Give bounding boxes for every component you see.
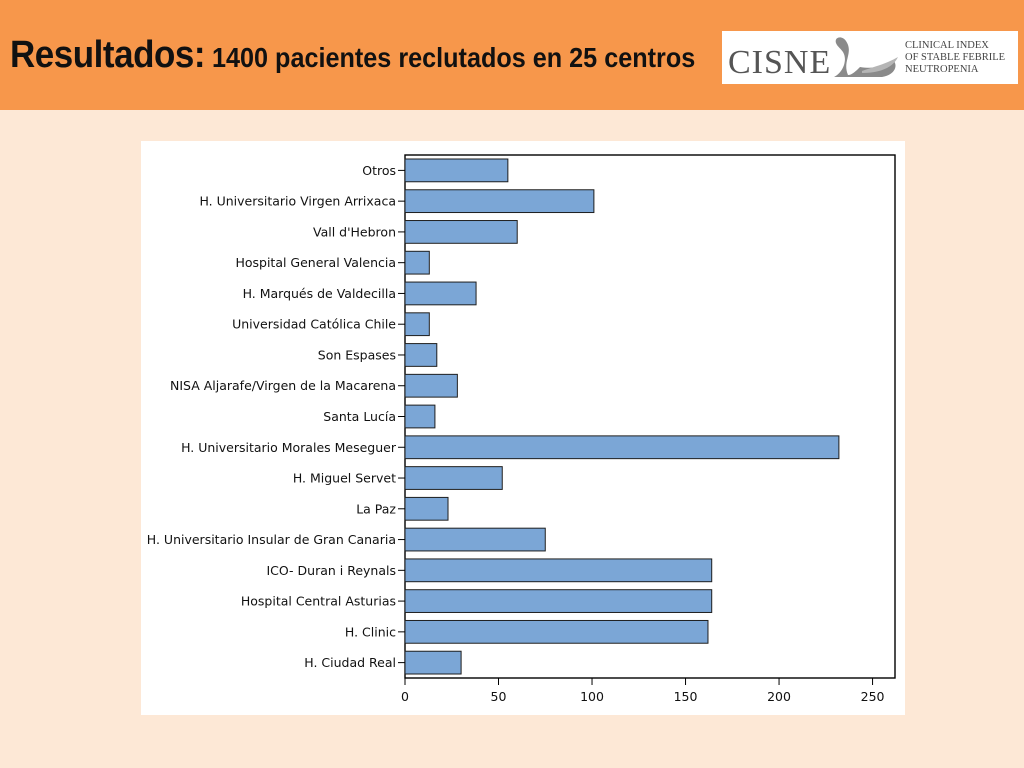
bar-2 bbox=[404, 220, 518, 244]
logo-tagline-2: OF STABLE FEBRILE bbox=[905, 52, 1005, 63]
y-tick-label-10: H. Miguel Servet bbox=[293, 471, 396, 486]
y-tick-label-11: La Paz bbox=[356, 501, 396, 516]
y-tick-label-2: Vall d'Hebron bbox=[313, 224, 396, 239]
bar-5 bbox=[404, 312, 430, 337]
bar-10 bbox=[404, 466, 503, 490]
x-tick-label-4: 200 bbox=[767, 689, 791, 704]
bar-4 bbox=[404, 281, 477, 306]
y-tick-label-8: Santa Lucía bbox=[323, 409, 396, 424]
bar-13 bbox=[404, 558, 713, 583]
bar-9 bbox=[404, 435, 840, 460]
x-tick-label-0: 0 bbox=[401, 689, 409, 704]
y-tick-label-9: H. Universitario Morales Meseguer bbox=[181, 440, 397, 455]
slide-title: Resultados: 1400 pacientes reclutados en… bbox=[10, 34, 749, 77]
logo-tagline-1: CLINICAL INDEX bbox=[905, 40, 989, 51]
title-subtitle: 1400 pacientes reclutados en 25 centros bbox=[212, 42, 696, 73]
y-tick-label-14: Hospital Central Asturias bbox=[241, 594, 396, 609]
y-tick-label-12: H. Universitario Insular de Gran Canaria bbox=[147, 532, 396, 547]
x-tick-label-1: 50 bbox=[491, 689, 507, 704]
y-tick-label-7: NISA Aljarafe/Virgen de la Macarena bbox=[170, 378, 396, 393]
y-tick-label-16: H. Ciudad Real bbox=[304, 655, 396, 670]
y-tick-label-3: Hospital General Valencia bbox=[235, 255, 396, 270]
logo-tagline-3: NEUTROPENIA bbox=[905, 64, 979, 75]
bar-0 bbox=[404, 158, 509, 183]
x-tick-label-3: 150 bbox=[674, 689, 698, 704]
y-tick-label-4: H. Marqués de Valdecilla bbox=[243, 286, 396, 301]
y-tick-label-0: Otros bbox=[362, 163, 396, 178]
swan-icon bbox=[834, 37, 898, 77]
bar-chart: Otros H. Universitario Virgen Arrixaca Val… bbox=[147, 154, 896, 704]
bar-6 bbox=[404, 343, 438, 367]
logo-wordmark: CISNE bbox=[728, 44, 831, 81]
x-tick-label-2: 100 bbox=[580, 689, 604, 704]
cisne-logo-graphic: CISNE CLINICAL INDEX OF STABLE FEBRILE N… bbox=[728, 37, 1005, 81]
bar-11 bbox=[404, 496, 449, 521]
bar-3 bbox=[404, 250, 430, 275]
bar-15 bbox=[404, 619, 709, 644]
y-tick-label-13: ICO- Duran i Reynals bbox=[266, 563, 396, 578]
bar-14 bbox=[404, 589, 713, 613]
chart-panel: Otros H. Universitario Virgen Arrixaca Val… bbox=[141, 141, 905, 715]
slide-header: Resultados: 1400 pacientes reclutados en… bbox=[0, 0, 1024, 110]
y-tick-label-5: Universidad Católica Chile bbox=[232, 317, 396, 332]
y-tick-label-15: H. Clinic bbox=[345, 624, 396, 639]
bar-16 bbox=[404, 650, 462, 675]
y-tick-label-6: Son Espases bbox=[318, 347, 396, 362]
y-tick-label-1: H. Universitario Virgen Arrixaca bbox=[199, 194, 396, 209]
x-tick-label-5: 250 bbox=[861, 689, 885, 704]
bar-7 bbox=[404, 373, 458, 398]
title-main: Resultados: bbox=[10, 34, 206, 76]
bar-12 bbox=[404, 527, 546, 552]
cisne-logo: CISNE CLINICAL INDEX OF STABLE FEBRILE N… bbox=[722, 31, 1018, 84]
bar-1 bbox=[404, 189, 595, 214]
bar-8 bbox=[404, 404, 436, 429]
